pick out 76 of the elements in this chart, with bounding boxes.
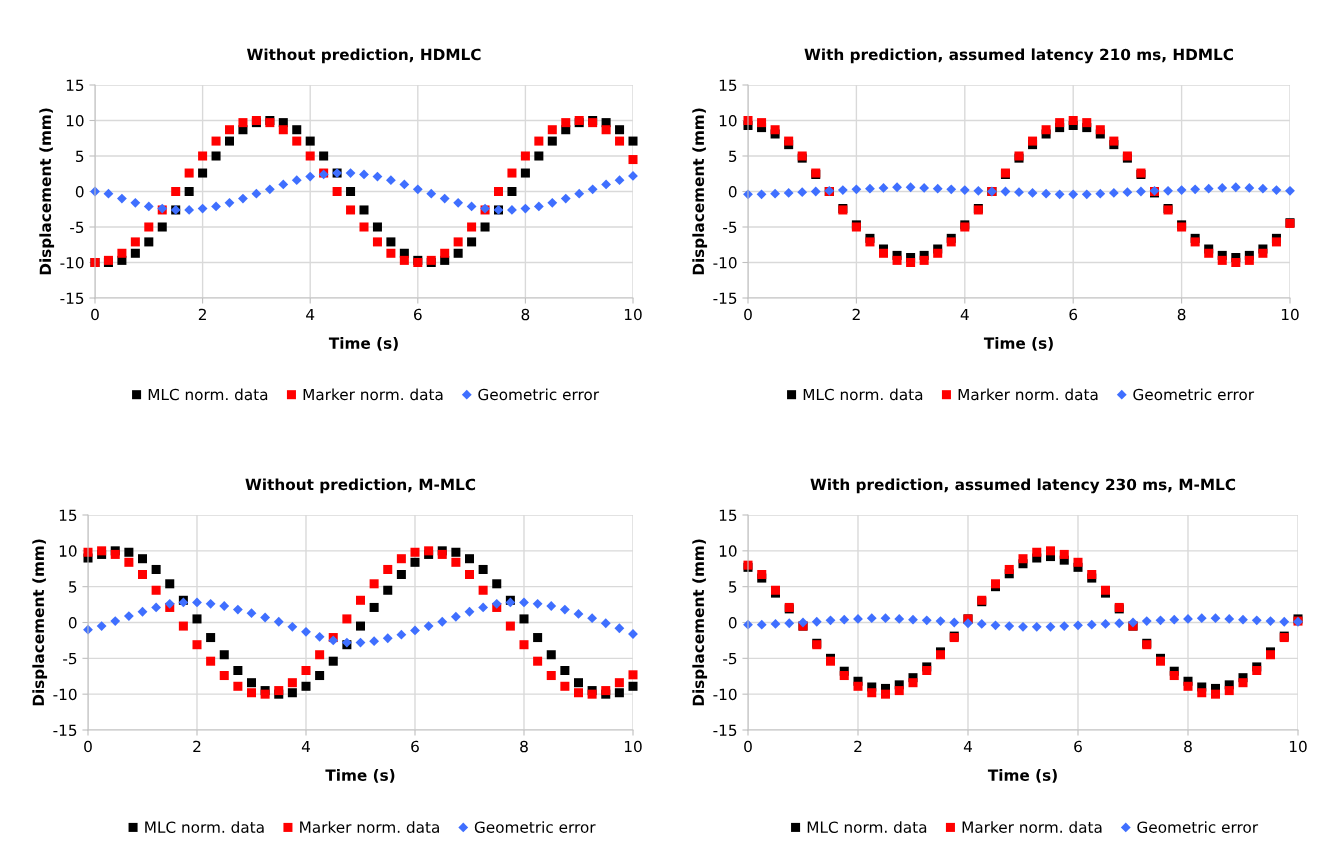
x-tick-label: 8: [1177, 308, 1186, 321]
chart-title: With prediction, assumed latency 210 ms, HDMLC: [804, 48, 1234, 64]
y-tick-label: 5: [76, 150, 84, 163]
y-tick-label: -15: [713, 292, 737, 305]
y-tick-label: -15: [60, 292, 84, 305]
y-tick-label: 5: [729, 150, 737, 163]
y-tick-label: -10: [713, 256, 737, 269]
y-tick-label: -10: [53, 688, 77, 701]
y-axis-title: Displacement (mm): [692, 108, 708, 275]
x-tick-label: 4: [963, 740, 972, 753]
y-tick-label: 0: [728, 616, 737, 629]
x-tick-label: 0: [744, 740, 752, 753]
legend-label: Marker norm. data: [303, 388, 443, 401]
legend-label: Marker norm. data: [962, 821, 1102, 833]
legend-label: Geometric error: [1137, 821, 1259, 833]
y-tick-label: 5: [69, 581, 77, 593]
y-tick-label: -15: [713, 724, 737, 737]
legend-label: MLC norm. data: [148, 388, 268, 401]
y-tick-label: -5: [723, 653, 737, 665]
x-tick-label: 8: [521, 308, 530, 321]
x-tick-label: 0: [91, 308, 99, 321]
y-tick-label: -10: [60, 256, 84, 269]
y-tick-label: 15: [66, 79, 84, 92]
y-tick-label: 10: [59, 545, 77, 557]
legend-label: MLC norm. data: [807, 821, 927, 833]
chart-title: Without prediction, HDMLC: [246, 48, 481, 64]
legend-label: Marker norm. data: [958, 388, 1098, 401]
y-tick-label: 15: [719, 79, 737, 92]
y-tick-label: 10: [66, 114, 84, 127]
x-axis-title: Time (s): [987, 769, 1057, 783]
legend-label: MLC norm. data: [803, 388, 923, 401]
x-tick-label: 4: [306, 308, 315, 321]
legend-label: Geometric error: [1133, 388, 1255, 401]
y-tick-label: 15: [719, 509, 737, 522]
x-tick-label: 10: [624, 740, 642, 753]
x-tick-label: 0: [744, 308, 752, 321]
y-tick-label: 10: [719, 545, 737, 557]
chart-title: With prediction, assumed latency 230 ms, M-MLC: [810, 478, 1236, 494]
y-tick-label: 0: [68, 616, 77, 629]
y-axis-title: Displacement (mm): [39, 108, 55, 275]
x-tick-label: 4: [301, 740, 310, 753]
x-tick-label: 10: [1281, 308, 1299, 321]
x-tick-label: 6: [1069, 308, 1078, 321]
legend-label: Geometric error: [474, 821, 596, 833]
y-tick-label: 15: [59, 509, 77, 522]
y-tick-label: -5: [70, 221, 84, 234]
x-tick-label: 8: [1184, 740, 1192, 753]
y-tick-label: -15: [53, 724, 77, 737]
x-tick-label: 6: [411, 740, 419, 753]
x-tick-label: 10: [624, 308, 642, 321]
x-tick-label: 2: [854, 740, 862, 753]
y-axis-title: Displacement (mm): [692, 539, 708, 706]
x-axis-title: Time (s): [325, 769, 395, 783]
x-tick-label: 10: [1289, 740, 1307, 753]
y-tick-label: 0: [75, 185, 84, 198]
y-axis-title: Displacement (mm): [32, 539, 48, 706]
x-tick-label: 6: [414, 308, 422, 321]
legend-label: Geometric error: [478, 388, 600, 401]
legend-label: Marker norm. data: [300, 821, 439, 833]
y-tick-label: -5: [63, 653, 77, 665]
x-tick-label: 2: [198, 308, 206, 321]
chart-title: Without prediction, M-MLC: [245, 478, 476, 494]
legend-label: MLC norm. data: [145, 821, 264, 833]
y-tick-label: -10: [713, 688, 737, 701]
x-tick-label: 4: [960, 308, 969, 321]
x-tick-label: 2: [852, 308, 860, 321]
y-tick-label: 5: [729, 581, 737, 593]
x-tick-label: 6: [1074, 740, 1082, 753]
x-axis-title: Time (s): [983, 337, 1053, 351]
x-tick-label: 0: [84, 740, 92, 753]
x-axis-title: Time (s): [328, 337, 398, 351]
y-tick-label: 0: [728, 185, 737, 198]
y-tick-label: 10: [719, 114, 737, 127]
y-tick-label: -5: [723, 221, 737, 234]
x-tick-label: 2: [193, 740, 201, 753]
x-tick-label: 8: [520, 740, 528, 753]
